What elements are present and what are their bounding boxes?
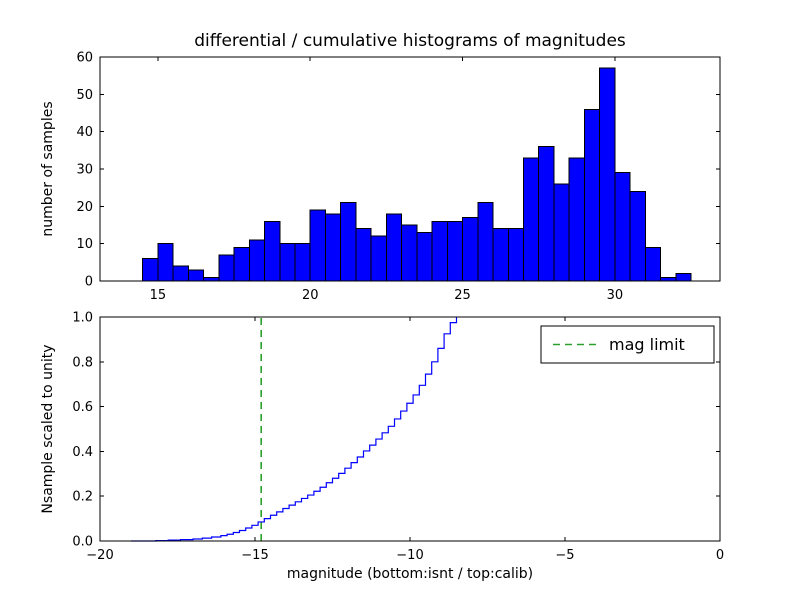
histogram-bar: [264, 220, 281, 282]
bottom-axes-ticks: −20 −15 −10 −5 0 0.0 0.2 0.4 0.6 0.8 1.0: [72, 311, 724, 564]
histogram-bar: [462, 217, 479, 282]
histogram-bar: [370, 235, 387, 282]
y-tick-label: 0.4: [72, 445, 93, 460]
y-tick-label: 0.2: [72, 490, 93, 505]
histogram-bar: [614, 172, 631, 282]
histogram-bar: [599, 67, 616, 282]
legend-label: mag limit: [609, 335, 685, 354]
bottom-y-axis-label: Nsample scaled to unity: [40, 344, 56, 513]
y-tick-label: 60: [76, 51, 93, 66]
y-tick-label: 0.0: [72, 535, 93, 550]
top-y-axis-label: number of samples: [40, 101, 56, 236]
top-axes-ticks: 15 20 25 30 0 10 20 30 40 50 60: [76, 51, 720, 303]
histogram-bar: [522, 157, 540, 282]
histogram-subplot: 15 20 25 30 0 10 20 30 40 50 60 differential / cum…: [40, 31, 721, 303]
x-tick-label: −5: [555, 548, 574, 563]
histogram-bar: [142, 258, 159, 282]
histogram-bar: [355, 228, 372, 282]
histogram-bar: [553, 183, 570, 282]
histogram-bar: [416, 231, 433, 282]
y-tick-label: 40: [76, 125, 93, 140]
histogram-bar: [644, 246, 662, 282]
histogram-bar: [218, 254, 235, 282]
histogram-bar: [401, 224, 418, 282]
histogram-bar: [431, 220, 448, 282]
histogram-bar: [279, 243, 296, 282]
histogram-bar: [203, 276, 220, 282]
histogram-bar: [385, 213, 403, 282]
cumulative-subplot: −20 −15 −10 −5 0 0.0 0.2 0.4 0.6 0.8 1.0 Nsample s…: [40, 311, 724, 583]
x-tick-label: −20: [86, 548, 113, 563]
legend: mag limit: [540, 325, 715, 364]
y-tick-label: 0.6: [72, 400, 93, 415]
y-tick-label: 30: [76, 163, 93, 178]
y-tick-label: 10: [76, 237, 93, 252]
histogram-bar: [492, 228, 509, 282]
x-tick-label: −15: [241, 548, 268, 563]
histogram-bar: [538, 146, 555, 282]
chart-title: differential / cumulative histograms of …: [194, 31, 626, 51]
histogram-bar: [446, 220, 464, 282]
histogram-bar: [324, 213, 342, 282]
x-tick-label: 15: [150, 288, 167, 303]
histogram-bar: [583, 108, 601, 282]
histogram-bar: [675, 273, 692, 282]
x-tick-label: 0: [716, 548, 724, 563]
histogram-bar: [340, 202, 357, 282]
histogram-bar: [629, 190, 646, 282]
histogram-bar: [187, 269, 205, 282]
histogram-bar: [660, 276, 677, 282]
y-tick-label: 0.8: [72, 355, 93, 370]
histogram-bar: [172, 265, 189, 282]
cumulative-step-line: [131, 317, 458, 542]
bottom-x-axis-label: magnitude (bottom:isnt / top:calib): [287, 566, 533, 582]
histogram-bar: [309, 209, 326, 282]
x-tick-label: 25: [454, 288, 471, 303]
histogram-bar: [568, 157, 585, 282]
cumulative-content: [131, 317, 458, 542]
histogram-bar: [477, 202, 494, 282]
y-tick-label: 20: [76, 200, 93, 215]
y-tick-label: 50: [76, 88, 93, 103]
x-tick-label: −10: [396, 548, 423, 563]
histogram-bars: [142, 67, 692, 282]
x-tick-label: 20: [302, 288, 319, 303]
y-tick-label: 0: [85, 275, 93, 290]
histogram-bar: [294, 243, 311, 282]
histogram-bar: [233, 246, 250, 282]
histogram-bar: [157, 243, 174, 282]
histogram-bar: [248, 239, 266, 282]
y-tick-label: 1.0: [72, 311, 93, 326]
x-tick-label: 30: [607, 288, 624, 303]
histogram-bar: [507, 228, 524, 282]
